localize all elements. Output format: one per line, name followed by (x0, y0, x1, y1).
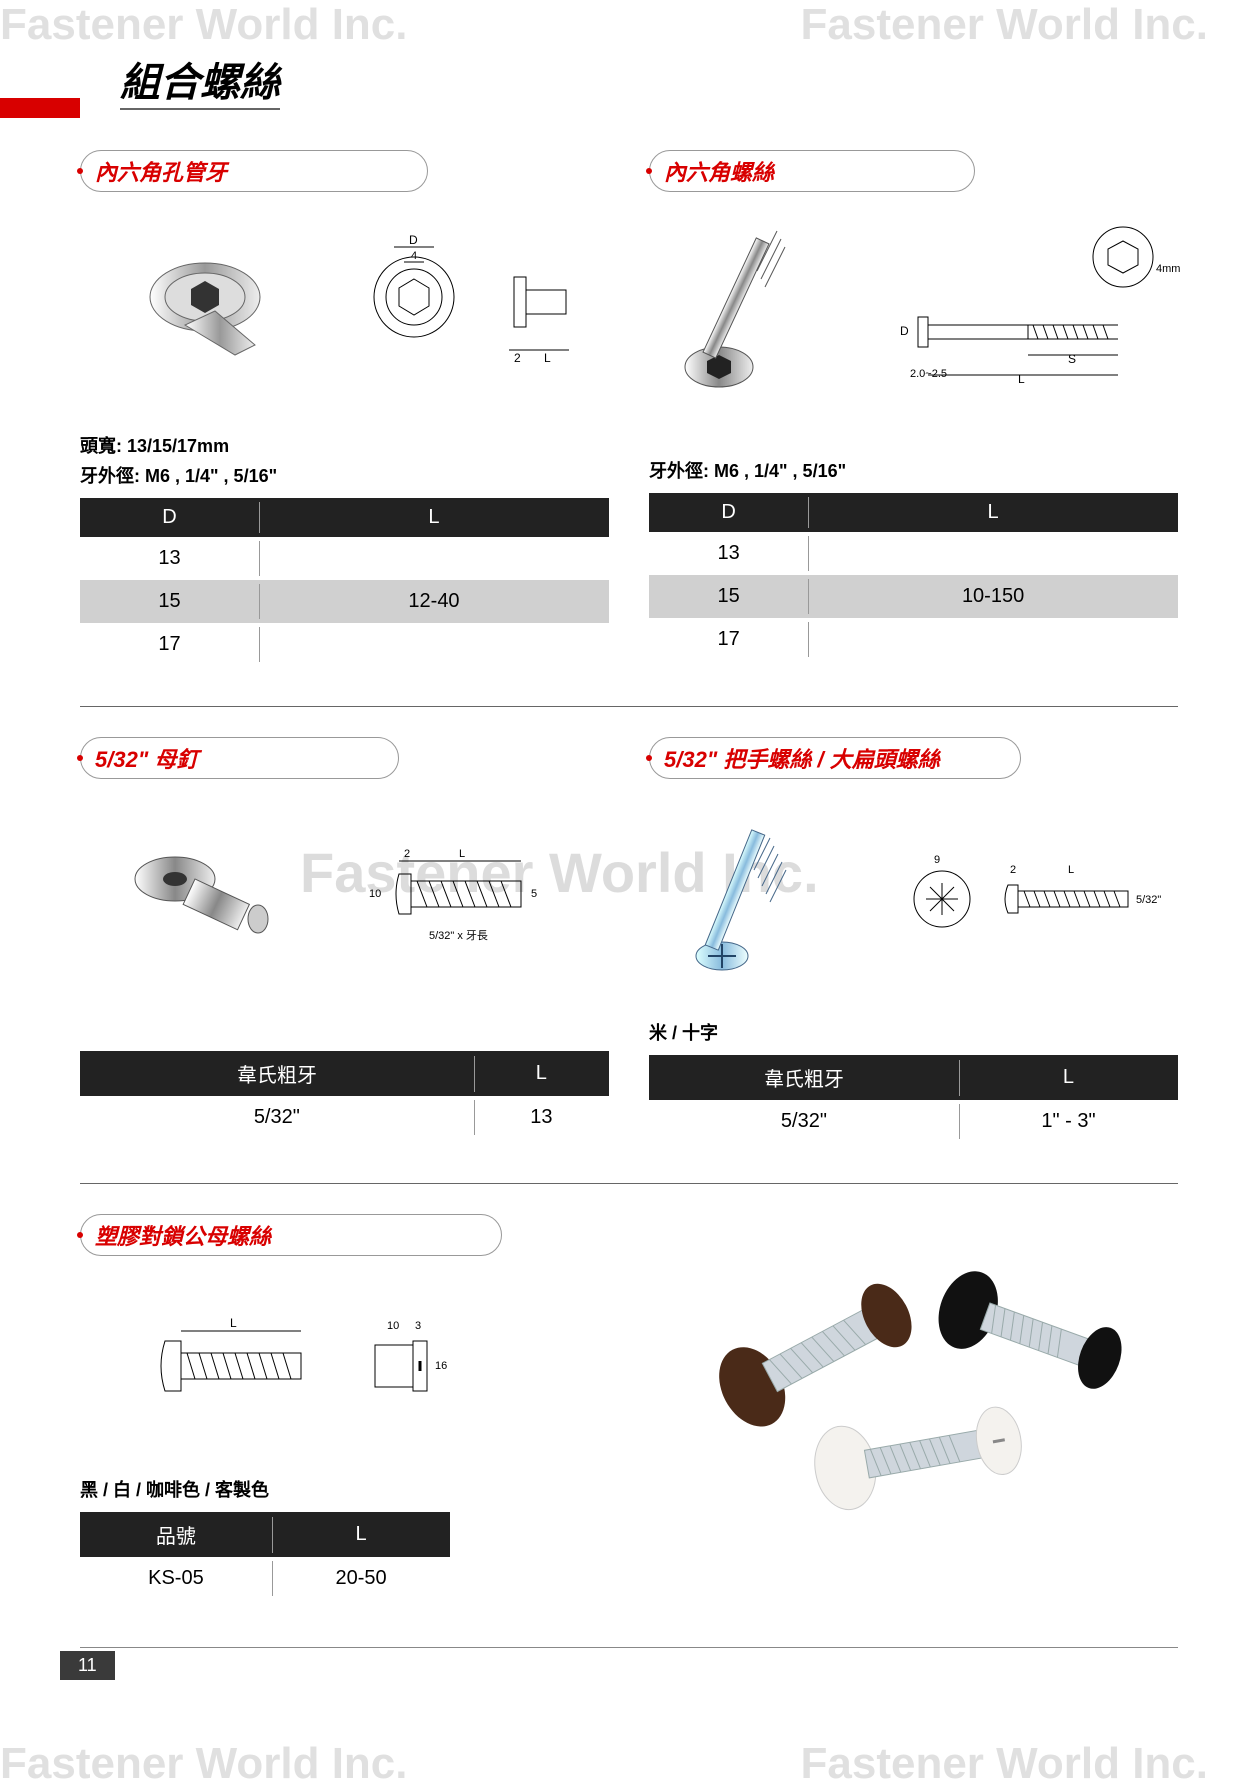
section-label: 5/32" 母釘 (80, 737, 399, 779)
svg-text:2: 2 (404, 848, 410, 860)
svg-text:9: 9 (934, 854, 940, 866)
table-row: KS-0520-50 (80, 1557, 450, 1600)
spec-table: 韋氏粗牙 L 5/32"13 (80, 1051, 609, 1139)
table-header: L (808, 493, 1178, 532)
table-row: 17 (649, 618, 1178, 661)
page-title: 組合螺絲 (120, 50, 280, 110)
product-photo (80, 212, 340, 412)
table-row: 1512-40 (80, 580, 609, 623)
table-row: 1510-150 (649, 575, 1178, 618)
svg-text:L: L (459, 848, 465, 860)
spec-text: 頭寬: 13/15/17mm 牙外徑: M6 , 1/4" , 5/16" (80, 432, 609, 488)
watermark: Fastener World Inc. (0, 1739, 408, 1789)
section-532-handle-screw: 5/32" 把手螺絲 / 大扁頭螺絲 (649, 737, 1178, 1143)
section-label: 塑膠對鎖公母螺絲 (80, 1214, 502, 1256)
svg-text:D: D (900, 324, 909, 338)
svg-text:10: 10 (387, 1320, 399, 1332)
divider (80, 1183, 1178, 1184)
section-532-barrel-nut: 5/32" 母釘 2 (80, 737, 609, 1143)
table-header: L (474, 1051, 609, 1096)
svg-text:L: L (230, 1316, 237, 1330)
technical-diagram: 2 L 10 5 5/32" x 牙長 (350, 799, 610, 999)
spec-table: 韋氏粗牙 L 5/32"1" - 3" (649, 1055, 1178, 1143)
accent-bar (0, 98, 80, 118)
svg-text:3: 3 (415, 1320, 421, 1332)
product-photo (649, 212, 888, 412)
svg-text:5/32" x 牙長: 5/32" x 牙長 (429, 929, 488, 942)
table-header: D (649, 493, 808, 532)
svg-text:D: D (409, 233, 418, 247)
svg-text:2: 2 (514, 351, 521, 365)
product-photo (649, 799, 888, 999)
page-header: 組合螺絲 (80, 50, 1178, 110)
technical-diagram: 9 2 L 5/32" (898, 799, 1178, 999)
table-row: 5/32"1" - 3" (649, 1100, 1178, 1143)
table-header: L (259, 498, 609, 537)
table-header: L (959, 1055, 1178, 1100)
section-plastic-joint-photo (649, 1214, 1178, 1600)
section-label: 內六角孔管牙 (80, 150, 428, 192)
technical-diagram: 4mm D S L (898, 212, 1178, 412)
table-row: 17 (80, 623, 609, 666)
table-header: L (272, 1512, 450, 1557)
divider (80, 706, 1178, 707)
technical-diagram: L 10 3 16 (80, 1276, 609, 1456)
svg-text:L: L (1068, 864, 1074, 876)
table-header: 韋氏粗牙 (649, 1055, 959, 1100)
table-row: 5/32"13 (80, 1096, 609, 1139)
svg-text:2.0~2.5: 2.0~2.5 (910, 368, 947, 380)
spec-text: 黑 / 白 / 咖啡色 / 客製色 (80, 1476, 609, 1502)
svg-text:4: 4 (411, 250, 417, 262)
product-photo (80, 799, 340, 999)
product-photo (674, 1224, 1154, 1524)
table-header: 品號 (80, 1512, 272, 1557)
svg-text:L: L (544, 351, 551, 365)
footer-line (80, 1647, 1178, 1648)
table-row: 13 (649, 532, 1178, 575)
svg-text:5/32": 5/32" (1136, 894, 1161, 906)
svg-text:5: 5 (531, 888, 537, 900)
table-row: 13 (80, 537, 609, 580)
page-number: 11 (60, 1651, 115, 1680)
svg-text:10: 10 (369, 888, 381, 900)
spec-table: 品號 L KS-0520-50 (80, 1512, 450, 1600)
svg-text:2: 2 (1010, 864, 1016, 876)
section-label: 5/32" 把手螺絲 / 大扁頭螺絲 (649, 737, 1021, 779)
section-hex-socket-screw: 內六角螺絲 (649, 150, 1178, 666)
technical-diagram: D 4 2 L (350, 212, 610, 412)
watermark: Fastener World Inc. (801, 1739, 1209, 1789)
spec-text: 牙外徑: M6 , 1/4" , 5/16" (649, 432, 1178, 483)
section-hex-socket-barrel-nut: 內六角孔管牙 (80, 150, 609, 666)
svg-text:16: 16 (435, 1360, 447, 1372)
spec-text: 米 / 十字 (649, 1019, 1178, 1045)
svg-text:L: L (1018, 372, 1025, 386)
spec-table: D L 13 1510-150 17 (649, 493, 1178, 661)
table-header: 韋氏粗牙 (80, 1051, 474, 1096)
svg-text:4mm: 4mm (1156, 263, 1180, 275)
table-header: D (80, 498, 259, 537)
spec-table: D L 13 1512-40 17 (80, 498, 609, 666)
svg-text:S: S (1068, 352, 1076, 366)
section-label: 內六角螺絲 (649, 150, 975, 192)
section-plastic-joint-connector: 塑膠對鎖公母螺絲 L 10 3 (80, 1214, 609, 1600)
